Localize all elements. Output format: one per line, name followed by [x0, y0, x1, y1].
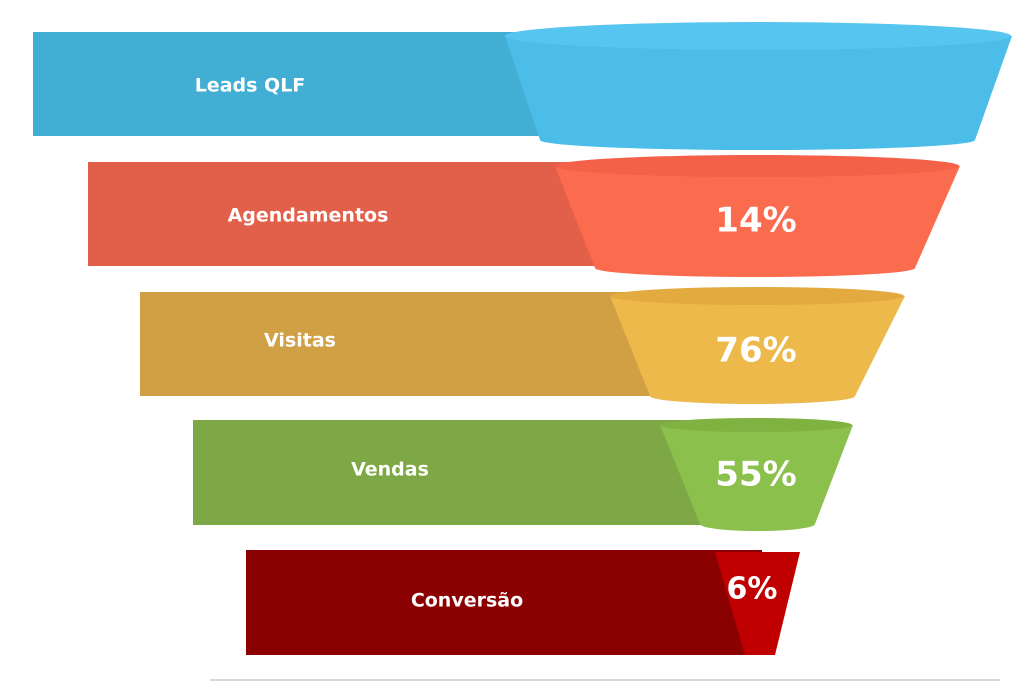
- funnel-segment: [610, 296, 905, 405]
- stage-rate: 6%: [727, 572, 778, 607]
- stage-label: Leads QLF: [195, 75, 306, 97]
- stage-label: Vendas: [351, 459, 429, 481]
- stage-label: Conversão: [411, 590, 523, 612]
- stage-bar: [88, 162, 603, 266]
- funnel-rim: [505, 22, 1011, 50]
- stage-rate: 14%: [715, 201, 796, 241]
- funnel-rim: [555, 155, 959, 177]
- stage-rate: 55%: [715, 455, 796, 495]
- stage-rate: 76%: [715, 331, 796, 371]
- stage-label: Visitas: [264, 330, 336, 352]
- stage-bar: [246, 550, 762, 655]
- funnel-segment: [505, 36, 1012, 151]
- stage-bar: [140, 292, 652, 396]
- stage-bar: [33, 32, 563, 136]
- stage-label: Agendamentos: [228, 205, 389, 227]
- funnel-segment: [555, 166, 960, 277]
- funnel-rim: [660, 418, 852, 432]
- stage-bar: [193, 420, 703, 525]
- funnel-rim: [610, 287, 904, 305]
- funnel-segment: [660, 425, 853, 532]
- funnel-segment: [715, 552, 800, 655]
